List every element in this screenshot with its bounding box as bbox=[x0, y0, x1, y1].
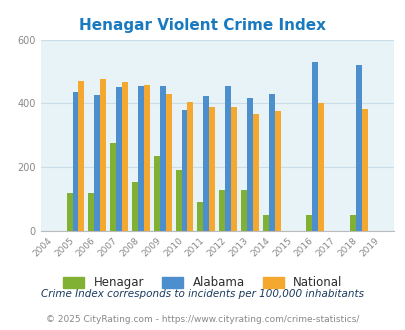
Bar bbox=[274, 112, 280, 231]
Bar bbox=[138, 86, 143, 231]
Bar bbox=[349, 215, 355, 231]
Bar bbox=[132, 182, 138, 231]
Legend: Henagar, Alabama, National: Henagar, Alabama, National bbox=[58, 272, 347, 294]
Bar bbox=[110, 143, 116, 231]
Bar bbox=[116, 87, 122, 231]
Bar bbox=[203, 96, 209, 231]
Bar bbox=[246, 98, 252, 231]
Bar bbox=[153, 156, 159, 231]
Bar bbox=[306, 215, 311, 231]
Bar bbox=[88, 193, 94, 231]
Bar bbox=[175, 170, 181, 231]
Text: Crime Index corresponds to incidents per 100,000 inhabitants: Crime Index corresponds to incidents per… bbox=[41, 289, 364, 299]
Bar bbox=[311, 62, 318, 231]
Bar bbox=[187, 102, 193, 231]
Bar bbox=[165, 94, 171, 231]
Bar bbox=[318, 103, 323, 231]
Text: Henagar Violent Crime Index: Henagar Violent Crime Index bbox=[79, 18, 326, 33]
Bar bbox=[72, 92, 78, 231]
Bar bbox=[94, 95, 100, 231]
Bar bbox=[355, 65, 361, 231]
Bar bbox=[219, 189, 225, 231]
Bar bbox=[143, 85, 149, 231]
Bar bbox=[66, 193, 72, 231]
Bar bbox=[122, 82, 128, 231]
Bar bbox=[209, 107, 215, 231]
Bar bbox=[262, 215, 268, 231]
Bar bbox=[361, 109, 367, 231]
Bar bbox=[181, 111, 187, 231]
Bar bbox=[100, 80, 106, 231]
Bar bbox=[241, 189, 246, 231]
Bar bbox=[78, 81, 84, 231]
Text: © 2025 CityRating.com - https://www.cityrating.com/crime-statistics/: © 2025 CityRating.com - https://www.city… bbox=[46, 315, 359, 324]
Bar bbox=[252, 114, 258, 231]
Bar bbox=[197, 202, 203, 231]
Bar bbox=[268, 94, 274, 231]
Bar bbox=[225, 86, 230, 231]
Bar bbox=[159, 86, 165, 231]
Bar bbox=[230, 107, 237, 231]
